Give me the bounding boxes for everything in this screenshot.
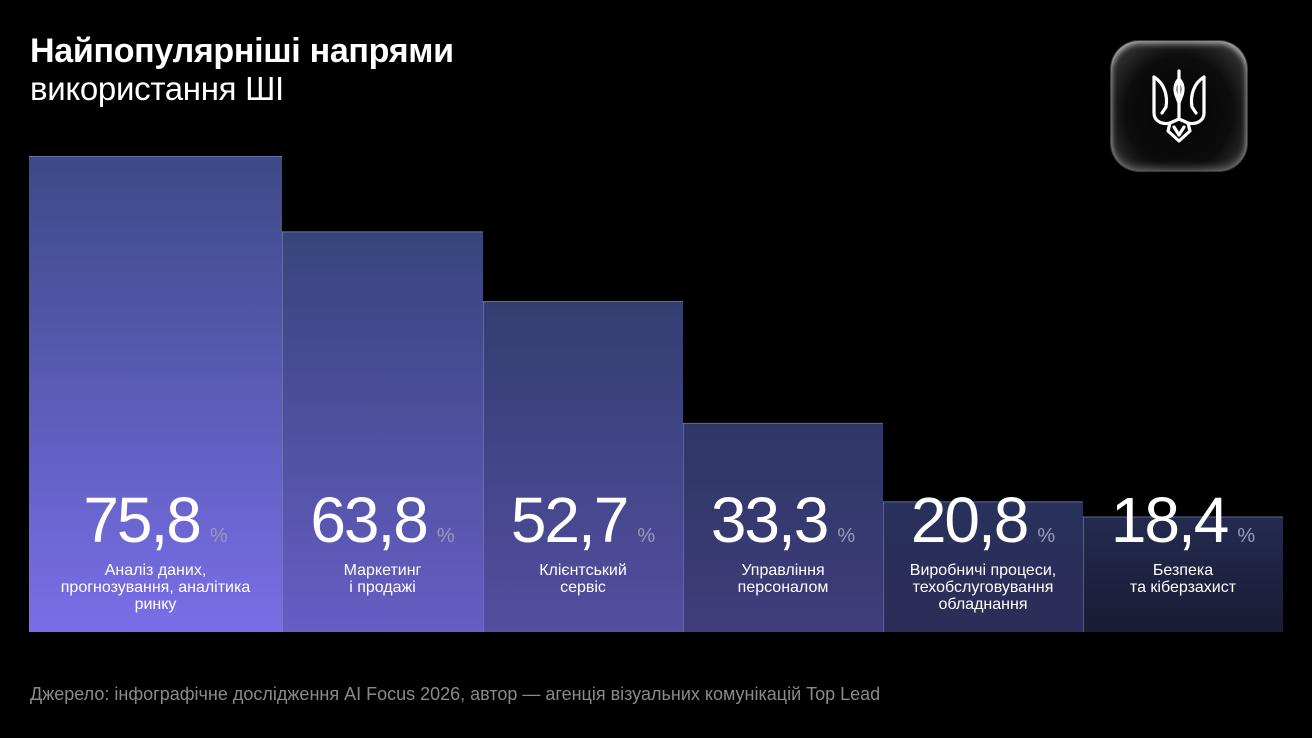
category-label-2: Маркетинг і продажі	[344, 562, 422, 596]
logo-badge	[1111, 41, 1247, 171]
category-label-line: Виробничі процеси,	[910, 562, 1056, 579]
category-label-1: Аналіз даних, прогнозування, аналітика рин…	[61, 562, 251, 613]
value-unit-4: %	[837, 525, 855, 547]
category-label-3: Клієнтський сервіс	[539, 562, 627, 596]
value-label-6: 18,4%	[1111, 484, 1256, 556]
value-unit-5: %	[1037, 525, 1055, 547]
labels-layer: 75,8 %Аналіз даних, прогнозування, аналіти…	[61, 484, 1256, 613]
category-label-line: техобслуговування	[913, 579, 1054, 596]
source-note: Джерело: інфографічне дослідження AI Foc…	[30, 684, 881, 704]
value-number-1: 75,8	[83, 484, 200, 556]
category-label-5: Виробничі процеси, техобслуговування облад…	[910, 562, 1056, 613]
category-label-line: та кіберзахист	[1130, 579, 1237, 596]
category-label-line: Клієнтський	[539, 562, 627, 579]
category-label-4: Управління персоналом	[738, 562, 829, 596]
value-label-3: 52,7%	[511, 484, 656, 556]
title-line-2: використання ШІ	[30, 70, 284, 107]
value-number-3: 52,7	[511, 484, 628, 556]
value-number-2: 63,8	[310, 484, 427, 556]
trident-icon	[1152, 69, 1206, 143]
category-label-line: Маркетинг	[344, 562, 422, 579]
category-label-line: Безпека	[1153, 562, 1213, 579]
bar-3	[483, 301, 683, 632]
value-unit-6: %	[1237, 525, 1255, 547]
chart-title: Найпопулярніші напрями використання ШІ	[30, 32, 454, 108]
value-label-4: 33,3%	[711, 484, 856, 556]
value-unit-1: %	[210, 525, 228, 547]
category-label-line: Аналіз даних,	[105, 562, 207, 579]
bars-layer	[29, 156, 1283, 632]
bar-6	[1083, 516, 1283, 632]
category-label-line: обладнання	[939, 596, 1028, 613]
value-unit-2: %	[437, 525, 455, 547]
value-label-5: 20,8%	[911, 484, 1056, 556]
category-label-line: ринку	[135, 596, 177, 613]
category-label-6: Безпека та кіберзахист	[1130, 562, 1237, 596]
category-label-line: і продажі	[349, 579, 416, 596]
value-number-4: 33,3	[711, 484, 828, 556]
bar-2	[282, 231, 483, 632]
value-number-6: 18,4	[1111, 484, 1228, 556]
category-label-line: персоналом	[738, 579, 829, 596]
value-number-5: 20,8	[911, 484, 1028, 556]
value-label-2: 63,8%	[310, 484, 455, 556]
category-label-line: сервіс	[560, 579, 606, 596]
category-label-line: Управління	[741, 562, 824, 579]
value-unit-3: %	[637, 525, 655, 547]
bar-4	[683, 422, 883, 632]
title-line-1: Найпопулярніші напрями	[30, 32, 454, 70]
bar-5	[883, 501, 1083, 632]
bar-1	[29, 156, 282, 632]
value-label-1: 75,8%	[83, 484, 228, 556]
category-label-line: прогнозування, аналітика	[61, 579, 251, 596]
